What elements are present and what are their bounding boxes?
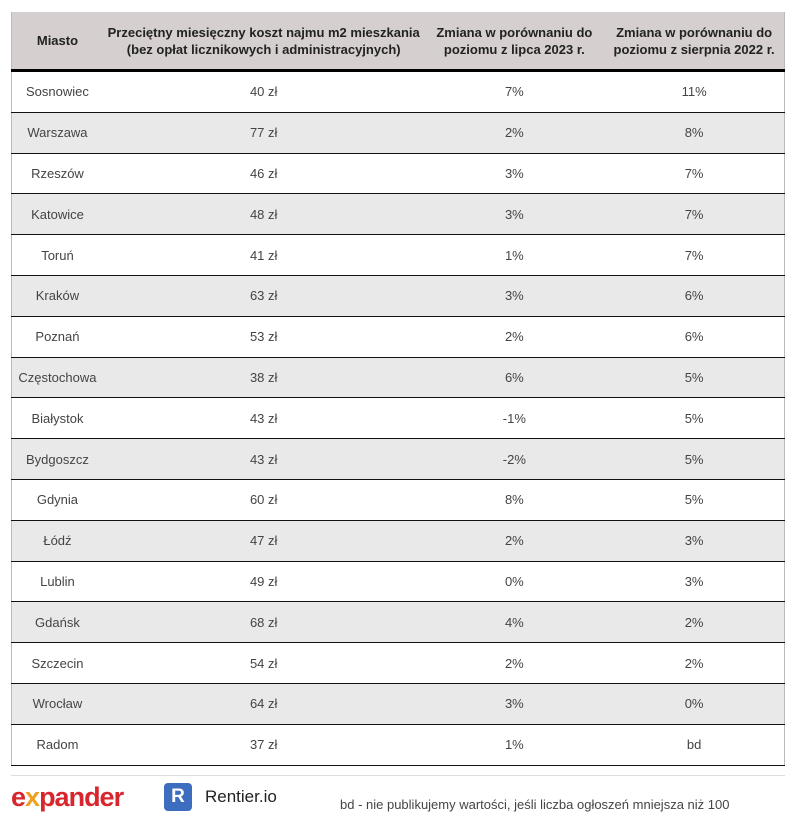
header-city: Miasto xyxy=(11,12,103,72)
cell-city: Warszawa xyxy=(11,112,103,154)
cell-change-2023: 7% xyxy=(424,70,605,113)
cell-change-2022: 5% xyxy=(604,479,785,521)
table-row: Kraków 63 zł 3% 6% xyxy=(11,275,785,317)
cell-change-2022: 7% xyxy=(604,153,785,195)
cell-cost: 49 zł xyxy=(102,561,425,603)
cell-change-2023: 8% xyxy=(424,479,605,521)
cell-city: Bydgoszcz xyxy=(11,438,103,480)
cell-change-2023: 3% xyxy=(424,153,605,195)
cell-change-2022: bd xyxy=(604,724,785,766)
table-row: Wrocław 64 zł 3% 0% xyxy=(11,683,785,725)
divider xyxy=(11,775,785,776)
table-row: Sosnowiec 40 zł 7% 11% xyxy=(11,70,785,113)
cell-change-2023: 1% xyxy=(424,724,605,766)
cell-change-2023: 3% xyxy=(424,275,605,317)
table-row: Katowice 48 zł 3% 7% xyxy=(11,193,785,236)
cell-change-2023: 3% xyxy=(424,683,605,725)
cell-city: Białystok xyxy=(11,397,103,440)
cell-change-2023: 2% xyxy=(424,112,605,154)
cell-cost: 77 zł xyxy=(102,112,425,154)
table-row: Rzeszów 46 zł 3% 7% xyxy=(11,153,785,195)
cell-change-2023: -1% xyxy=(424,397,605,440)
cell-city: Sosnowiec xyxy=(11,70,103,113)
table-header-row: Miasto Przeciętny miesięczny koszt najmu… xyxy=(11,12,785,72)
cell-change-2023: 4% xyxy=(424,601,605,644)
cell-city: Kraków xyxy=(11,275,103,317)
table-row: Białystok 43 zł -1% 5% xyxy=(11,397,785,440)
header-change-2023: Zmiana w porównaniu do poziomu z lipca 2… xyxy=(424,12,605,72)
cell-cost: 40 zł xyxy=(102,70,425,113)
rentier-logo-text: Rentier.io xyxy=(205,787,277,806)
cell-change-2023: 2% xyxy=(424,642,605,684)
cell-change-2022: 8% xyxy=(604,112,785,154)
table-row: Lublin 49 zł 0% 3% xyxy=(11,561,785,603)
table-row: Gdańsk 68 zł 4% 2% xyxy=(11,601,785,644)
footnote: bd - nie publikujemy wartości, jeśli lic… xyxy=(340,797,730,812)
table-row: Warszawa 77 zł 2% 8% xyxy=(11,112,785,154)
cell-change-2022: 5% xyxy=(604,438,785,480)
cell-city: Rzeszów xyxy=(11,153,103,195)
table-row: Poznań 53 zł 2% 6% xyxy=(11,316,785,358)
cell-cost: 64 zł xyxy=(102,683,425,725)
cell-cost: 47 zł xyxy=(102,520,425,562)
cell-cost: 60 zł xyxy=(102,479,425,521)
cell-change-2022: 11% xyxy=(604,70,785,113)
cell-cost: 46 zł xyxy=(102,153,425,195)
cell-change-2022: 6% xyxy=(604,275,785,317)
cell-cost: 37 zł xyxy=(102,724,425,766)
cell-cost: 68 zł xyxy=(102,601,425,644)
cell-change-2023: 0% xyxy=(424,561,605,603)
cell-change-2022: 7% xyxy=(604,234,785,276)
cell-change-2022: 5% xyxy=(604,357,785,399)
cell-change-2022: 5% xyxy=(604,397,785,440)
cell-city: Radom xyxy=(11,724,103,766)
cell-cost: 43 zł xyxy=(102,438,425,480)
rent-table: Miasto Przeciętny miesięczny koszt najmu… xyxy=(11,12,785,766)
table-row: Łódź 47 zł 2% 3% xyxy=(11,520,785,562)
cell-cost: 38 zł xyxy=(102,357,425,399)
table-row: Radom 37 zł 1% bd xyxy=(11,724,785,766)
cell-cost: 53 zł xyxy=(102,316,425,358)
cell-city: Wrocław xyxy=(11,683,103,725)
cell-change-2023: 3% xyxy=(424,193,605,236)
table-row: Gdynia 60 zł 8% 5% xyxy=(11,479,785,521)
table-row: Częstochowa 38 zł 6% 5% xyxy=(11,357,785,399)
cell-change-2023: 2% xyxy=(424,316,605,358)
cell-city: Szczecin xyxy=(11,642,103,684)
cell-cost: 54 zł xyxy=(102,642,425,684)
cell-change-2023: -2% xyxy=(424,438,605,480)
cell-change-2022: 2% xyxy=(604,642,785,684)
cell-change-2022: 6% xyxy=(604,316,785,358)
cell-city: Częstochowa xyxy=(11,357,103,399)
cell-city: Lublin xyxy=(11,561,103,603)
cell-change-2023: 2% xyxy=(424,520,605,562)
cell-city: Gdańsk xyxy=(11,601,103,644)
cell-change-2023: 6% xyxy=(424,357,605,399)
cell-cost: 41 zł xyxy=(102,234,425,276)
cell-change-2023: 1% xyxy=(424,234,605,276)
cell-city: Łódź xyxy=(11,520,103,562)
cell-cost: 63 zł xyxy=(102,275,425,317)
cell-city: Gdynia xyxy=(11,479,103,521)
expander-logo: expander xyxy=(11,782,124,812)
table-row: Toruń 41 zł 1% 7% xyxy=(11,234,785,276)
cell-change-2022: 3% xyxy=(604,520,785,562)
rentier-logo-icon: R xyxy=(164,783,192,811)
cell-city: Katowice xyxy=(11,193,103,236)
cell-city: Poznań xyxy=(11,316,103,358)
cell-cost: 48 zł xyxy=(102,193,425,236)
header-change-2022: Zmiana w porównaniu do poziomu z sierpni… xyxy=(604,12,785,72)
table-row: Szczecin 54 zł 2% 2% xyxy=(11,642,785,684)
cell-change-2022: 3% xyxy=(604,561,785,603)
table-row: Bydgoszcz 43 zł -2% 5% xyxy=(11,438,785,480)
cell-change-2022: 0% xyxy=(604,683,785,725)
cell-change-2022: 7% xyxy=(604,193,785,236)
cell-city: Toruń xyxy=(11,234,103,276)
cell-change-2022: 2% xyxy=(604,601,785,644)
cell-cost: 43 zł xyxy=(102,397,425,440)
header-cost: Przeciętny miesięczny koszt najmu m2 mie… xyxy=(102,12,425,72)
